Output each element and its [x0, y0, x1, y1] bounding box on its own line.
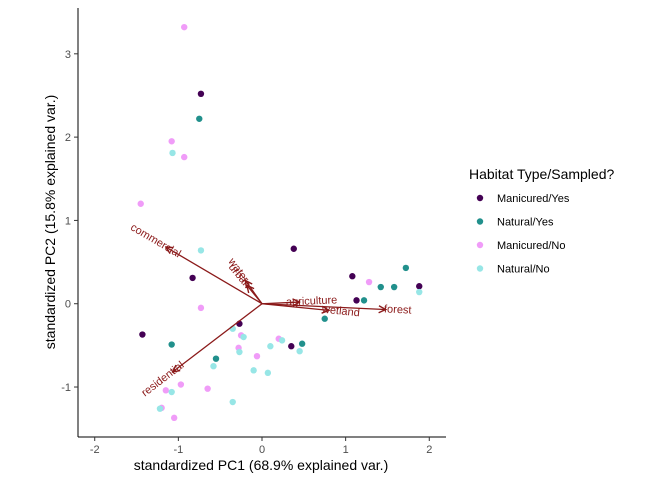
data-point: [236, 348, 243, 356]
data-point: [181, 23, 188, 31]
data-point: [197, 247, 205, 254]
legend-swatch: [476, 218, 484, 225]
data-point: [169, 149, 176, 157]
data-point: [168, 138, 175, 145]
data-point: [197, 304, 205, 312]
loading-arrow: [173, 303, 263, 372]
data-point: [168, 341, 175, 348]
data-point: [416, 288, 423, 296]
x-ticks: -2 -1 0 1 2: [90, 437, 432, 456]
data-point: [353, 297, 360, 304]
data-point: [377, 283, 384, 291]
data-point: [162, 387, 170, 394]
data-point: [168, 388, 175, 396]
data-point: [321, 315, 328, 322]
loading-arrow: [261, 303, 386, 310]
data-point: [250, 367, 257, 374]
y-tick-label: 2: [65, 132, 71, 144]
data-point: [296, 348, 303, 355]
data-point: [360, 297, 368, 304]
data-point: [137, 200, 144, 207]
x-tick-label: 0: [259, 444, 265, 456]
data-point: [240, 333, 247, 341]
legend-swatch: [476, 194, 484, 202]
legend-label: Manicured/No: [497, 240, 565, 252]
legend-swatch: [476, 265, 484, 272]
y-axis-title: standardized PC2 (15.8% explained var.): [42, 95, 58, 349]
data-point: [416, 283, 423, 290]
legend-label: Manicured/Yes: [497, 193, 570, 205]
data-point: [181, 153, 188, 161]
x-tick-label: -2: [90, 444, 100, 456]
y-tick-label: -1: [61, 382, 71, 394]
loading-label: commercial: [128, 221, 183, 260]
data-point: [212, 355, 220, 362]
data-point: [349, 273, 356, 280]
data-point: [197, 90, 205, 98]
data-point: [204, 385, 211, 392]
plot-points: [137, 23, 423, 422]
data-point: [196, 115, 203, 122]
data-point: [278, 337, 286, 344]
data-point: [267, 343, 274, 350]
legend-label: Natural/Yes: [497, 217, 554, 229]
x-tick-label: 2: [426, 444, 432, 456]
data-point: [264, 369, 272, 377]
data-point: [253, 352, 261, 360]
loading-label: forest: [384, 303, 412, 316]
y-ticks: -1 0 1 2 3: [61, 49, 78, 394]
y-tick-label: 1: [65, 215, 71, 227]
x-tick-label: -1: [173, 444, 183, 456]
data-point: [229, 398, 236, 406]
legend-title: Habitat Type/Sampled?: [469, 166, 614, 182]
data-point: [170, 414, 178, 422]
legend-label: Natural/No: [497, 264, 550, 276]
legend-items: Manicured/Yes Natural/Yes Manicured/No Natu…: [476, 193, 570, 276]
data-point: [365, 278, 373, 286]
data-point: [210, 362, 217, 370]
data-point: [139, 331, 146, 338]
loading-label: residential: [139, 359, 186, 399]
loading-arrow: [166, 247, 263, 305]
data-point: [156, 405, 164, 412]
y-tick-label: 3: [65, 49, 71, 61]
data-point: [402, 264, 410, 272]
x-axis-title: standardized PC1 (68.9% explained var.): [134, 457, 388, 473]
data-point: [288, 343, 295, 350]
legend-swatch: [476, 241, 484, 249]
data-point: [290, 245, 297, 252]
loading-arrow: [247, 285, 263, 305]
data-point: [177, 381, 185, 388]
data-point: [189, 274, 196, 282]
data-point: [390, 283, 398, 291]
data-point: [298, 340, 306, 347]
legend: Habitat Type/Sampled? Manicured/Yes Natur…: [469, 166, 614, 276]
y-tick-label: 0: [65, 299, 71, 311]
x-tick-label: 1: [343, 444, 349, 456]
